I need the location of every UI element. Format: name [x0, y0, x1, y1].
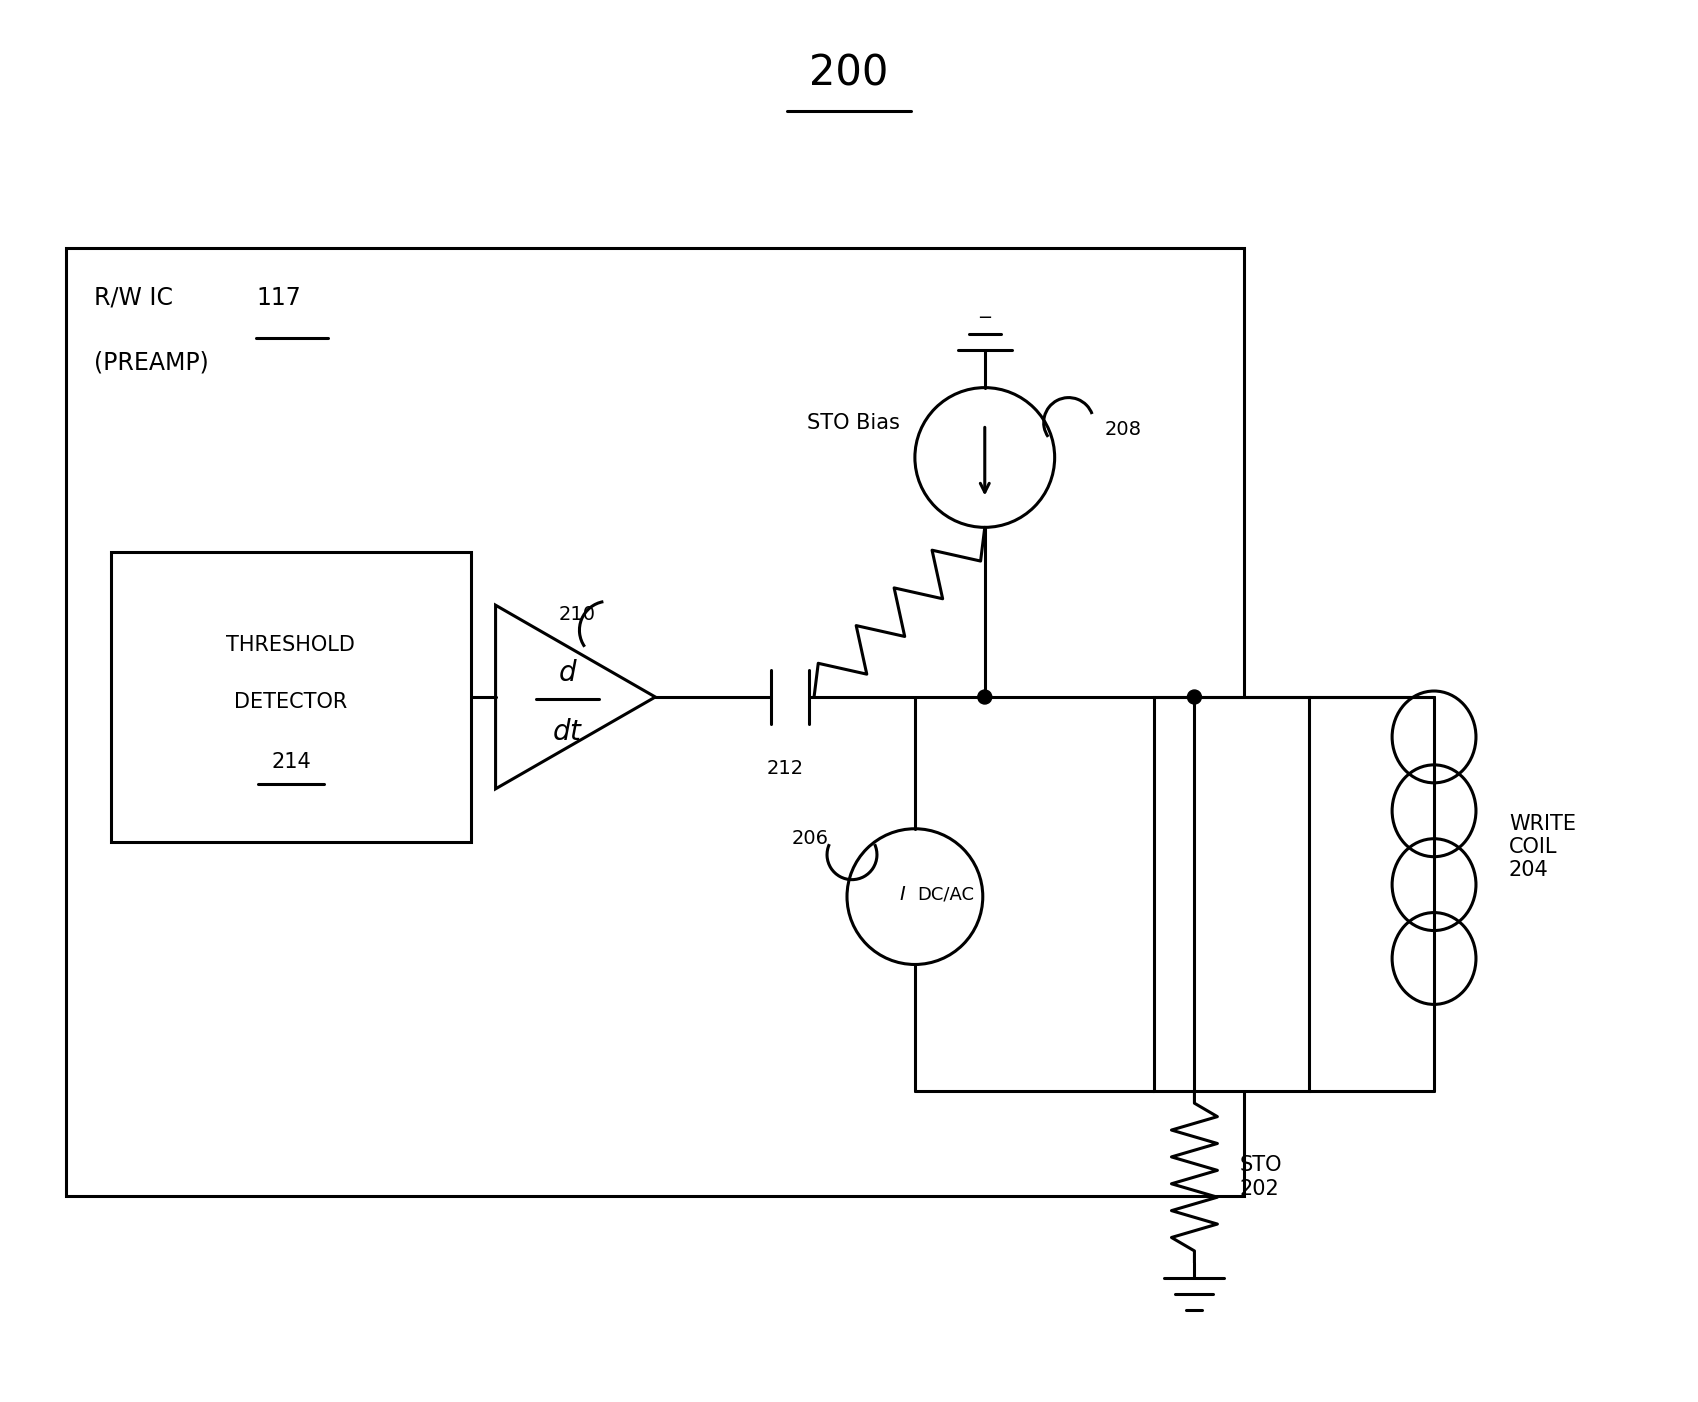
Text: $dt$: $dt$: [552, 718, 582, 746]
Text: 210: 210: [559, 604, 596, 624]
Text: $d$: $d$: [557, 659, 577, 687]
Text: 214: 214: [272, 751, 311, 773]
Bar: [66, 248, 1245, 1196]
Text: 208: 208: [1105, 421, 1141, 439]
Text: R/W IC: R/W IC: [93, 286, 180, 310]
Text: I: I: [900, 885, 905, 904]
Text: 117: 117: [256, 286, 301, 310]
Text: (PREAMP): (PREAMP): [93, 350, 209, 374]
Text: STO
202: STO 202: [1240, 1155, 1282, 1199]
Bar: [110, 552, 470, 841]
Text: THRESHOLD: THRESHOLD: [226, 635, 355, 655]
Text: DC/AC: DC/AC: [917, 886, 975, 904]
Text: 200: 200: [810, 52, 888, 94]
Circle shape: [1187, 690, 1202, 704]
Text: WRITE
COIL
204: WRITE COIL 204: [1510, 813, 1576, 880]
Text: 206: 206: [791, 829, 829, 848]
Text: 212: 212: [766, 760, 803, 778]
Text: DETECTOR: DETECTOR: [234, 693, 348, 712]
Bar: [1155, 697, 1309, 1091]
Text: STO Bias: STO Bias: [807, 412, 900, 433]
Circle shape: [978, 690, 992, 704]
Text: −: −: [978, 308, 992, 327]
